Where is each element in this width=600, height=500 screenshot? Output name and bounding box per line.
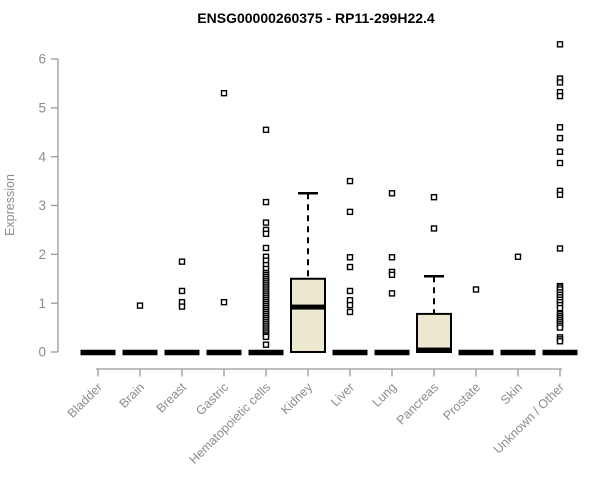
outlier-point <box>556 159 564 167</box>
x-tick-label: Hematopoietic cells <box>187 380 274 467</box>
y-axis-label: Expression <box>3 174 17 236</box>
outlier-point <box>556 134 564 142</box>
zero-bar <box>206 349 242 356</box>
chart-title: ENSG00000260375 - RP11-299H22.4 <box>197 10 435 26</box>
outlier-point <box>346 254 354 261</box>
outlier-point <box>262 219 270 226</box>
outlier-point <box>388 254 396 261</box>
x-tick-label: Kidney <box>278 380 315 417</box>
zero-bar <box>122 349 158 356</box>
y-tick-label: 2 <box>38 247 46 262</box>
y-tick-label: 4 <box>38 149 46 164</box>
x-tick-label: Brain <box>117 380 148 411</box>
outlier-point <box>556 304 564 312</box>
x-tick-label: Breast <box>154 380 190 416</box>
y-tick-label: 5 <box>38 101 46 116</box>
outlier-point <box>388 271 396 279</box>
outlier-point <box>556 148 564 155</box>
outlier-point <box>430 225 438 232</box>
y-tick-label: 3 <box>38 198 46 213</box>
box <box>416 312 452 354</box>
zero-bar <box>80 349 116 356</box>
zero-bar <box>542 349 578 356</box>
outlier-point <box>178 258 186 265</box>
outlier-point <box>430 193 438 201</box>
zero-bar <box>164 349 200 356</box>
zero-bar <box>500 349 536 356</box>
outlier-point <box>136 302 144 309</box>
x-tick-label: Lung <box>370 380 400 410</box>
y-tick-label: 0 <box>38 345 46 360</box>
outlier-point <box>178 303 186 310</box>
zero-bar <box>374 349 410 356</box>
outlier-point <box>220 89 228 97</box>
outlier-point <box>346 177 354 185</box>
outlier-point <box>556 41 564 48</box>
median-line <box>292 304 324 310</box>
outlier-point <box>346 301 354 309</box>
outlier-point <box>346 208 354 216</box>
x-tick-label: Gastric <box>193 380 231 418</box>
y-tick-label: 6 <box>38 52 46 67</box>
outlier-point <box>220 298 228 306</box>
outlier-point <box>262 230 270 238</box>
box <box>290 277 326 354</box>
outlier-point <box>346 263 354 271</box>
zero-bar <box>458 349 494 356</box>
outlier-point <box>262 126 270 134</box>
median-line <box>418 347 450 353</box>
x-tick-label: Liver <box>328 380 357 409</box>
outlier-point <box>556 79 564 86</box>
outliers-layer <box>136 41 564 348</box>
x-tick-label: Unknown / Other <box>491 380 567 456</box>
outlier-point <box>556 324 564 331</box>
outlier-point <box>346 287 354 295</box>
axes-layer: 0 1 2 3 4 5 6 Bladder Brain Breast GastricHematopo… <box>38 52 567 467</box>
outlier-point <box>388 290 396 297</box>
boxes-layer <box>80 192 578 356</box>
outlier-point <box>262 244 270 252</box>
outlier-point <box>262 198 270 206</box>
zero-bar <box>332 349 368 356</box>
outlier-point <box>178 287 186 295</box>
outlier-point <box>556 338 564 345</box>
outlier-point <box>556 245 564 252</box>
y-tick-label: 1 <box>38 296 46 311</box>
outlier-point <box>262 333 270 341</box>
outlier-point <box>556 92 564 100</box>
outlier-point <box>556 124 564 131</box>
zero-bar <box>248 349 284 356</box>
x-tick-label: Skin <box>498 380 525 407</box>
x-tick-label: Pancreas <box>394 380 441 427</box>
outlier-point <box>472 286 480 293</box>
outlier-point <box>514 253 522 260</box>
x-tick-label: Bladder <box>65 380 105 420</box>
x-tick-label: Prostate <box>440 380 483 423</box>
outlier-point <box>262 341 270 348</box>
outlier-point <box>346 308 354 316</box>
outlier-point <box>556 191 564 198</box>
outlier-point <box>388 190 396 197</box>
